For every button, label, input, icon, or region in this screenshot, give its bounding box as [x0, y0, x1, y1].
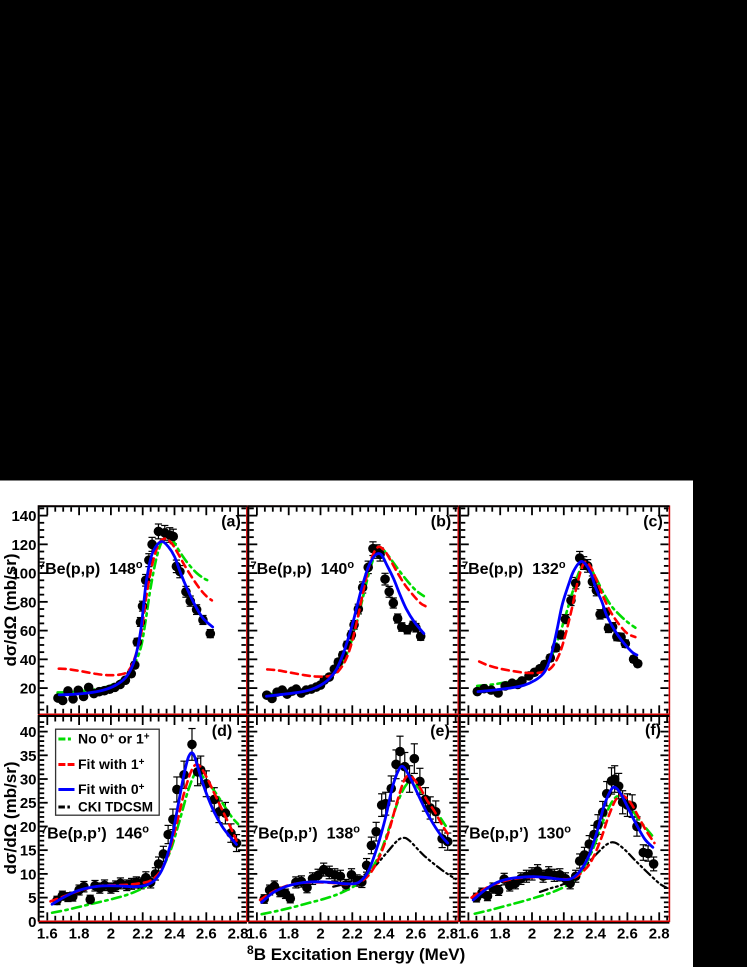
svg-text:dσ/dΩ (mb/sr): dσ/dΩ (mb/sr)	[1, 761, 20, 874]
svg-text:(d): (d)	[212, 723, 232, 740]
svg-text:15: 15	[20, 843, 37, 860]
svg-text:2.8: 2.8	[437, 925, 458, 942]
svg-text:30: 30	[20, 772, 37, 789]
svg-text:1.8: 1.8	[278, 925, 299, 942]
svg-text:60: 60	[20, 623, 37, 640]
svg-text:1.6: 1.6	[458, 925, 479, 942]
svg-text:7Be(p,p) 148o: 7Be(p,p) 148o	[39, 559, 143, 578]
svg-text:1.8: 1.8	[490, 925, 511, 942]
svg-text:20: 20	[20, 819, 37, 836]
svg-text:Fit with 1+: Fit with 1+	[78, 756, 145, 772]
svg-text:(a): (a)	[221, 514, 241, 531]
svg-text:2.8: 2.8	[228, 925, 249, 942]
svg-text:140: 140	[11, 508, 36, 525]
svg-text:120: 120	[11, 537, 36, 554]
svg-text:2: 2	[316, 925, 324, 942]
svg-text:5: 5	[28, 890, 36, 907]
svg-text:2.2: 2.2	[342, 925, 363, 942]
svg-text:1.6: 1.6	[37, 925, 58, 942]
svg-text:0: 0	[28, 914, 36, 931]
svg-text:7Be(p,p’) 146o: 7Be(p,p’) 146o	[41, 824, 149, 843]
svg-text:1.6: 1.6	[246, 925, 267, 942]
svg-text:2.4: 2.4	[374, 925, 396, 942]
svg-text:2.8: 2.8	[649, 925, 670, 942]
svg-text:2.6: 2.6	[405, 925, 426, 942]
svg-text:7Be(p,p’) 138o: 7Be(p,p’) 138o	[252, 824, 360, 843]
svg-text:2.2: 2.2	[132, 925, 153, 942]
svg-text:20: 20	[20, 681, 37, 698]
svg-text:(f): (f)	[645, 722, 661, 739]
svg-text:7Be(p,p) 140o: 7Be(p,p) 140o	[251, 559, 355, 578]
svg-text:100: 100	[11, 566, 36, 583]
svg-text:(e): (e)	[430, 723, 450, 740]
svg-text:2: 2	[107, 925, 115, 942]
svg-text:25: 25	[20, 795, 37, 812]
svg-text:(b): (b)	[431, 514, 451, 531]
svg-text:7Be(p,p’) 130o: 7Be(p,p’) 130o	[463, 824, 571, 843]
svg-text:dσ/dΩ (mb/sr): dσ/dΩ (mb/sr)	[1, 553, 20, 666]
svg-text:1.8: 1.8	[69, 925, 90, 942]
svg-text:No 0+ or 1+: No 0+ or 1+	[78, 731, 150, 747]
svg-text:40: 40	[20, 652, 37, 669]
svg-text:(c): (c)	[643, 514, 663, 531]
svg-text:35: 35	[20, 748, 37, 765]
svg-text:2.2: 2.2	[553, 925, 574, 942]
svg-text:10: 10	[20, 866, 37, 883]
svg-text:Fit with 0+: Fit with 0+	[78, 781, 145, 797]
svg-text:CKI TDCSM: CKI TDCSM	[78, 800, 153, 815]
svg-text:2.6: 2.6	[617, 925, 638, 942]
svg-text:2.4: 2.4	[585, 925, 607, 942]
svg-text:8B Excitation Energy (MeV): 8B Excitation Energy (MeV)	[247, 943, 465, 964]
svg-text:2.4: 2.4	[164, 925, 186, 942]
svg-text:80: 80	[20, 594, 37, 611]
svg-text:40: 40	[20, 724, 37, 741]
svg-text:7Be(p,p) 132o: 7Be(p,p) 132o	[462, 559, 566, 578]
svg-text:2.6: 2.6	[196, 925, 217, 942]
svg-text:2: 2	[528, 925, 536, 942]
